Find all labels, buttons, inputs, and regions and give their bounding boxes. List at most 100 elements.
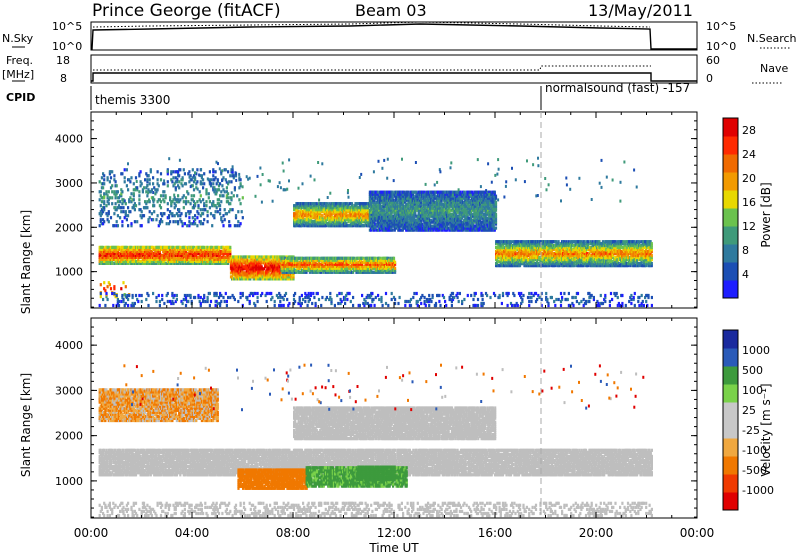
scatter-cell [159, 247, 163, 251]
scatter-cell [306, 206, 309, 210]
scatter-cell [153, 261, 156, 265]
scatter-cell [316, 268, 319, 272]
scatter-cell [269, 273, 272, 277]
scatter-cell [181, 257, 184, 261]
scatter-cell [330, 260, 333, 264]
scatter-cell [172, 259, 175, 263]
scatter-cell [312, 258, 315, 262]
scatter-cell [169, 247, 172, 251]
scatter-cell [195, 249, 198, 253]
scatter-cell [232, 263, 235, 267]
scatter-cell [370, 262, 373, 266]
scatter-cell [284, 275, 287, 279]
scatter-cell [375, 266, 378, 270]
scatter-cell [313, 270, 316, 274]
scatter-cell [216, 245, 219, 249]
scatter-cell [99, 259, 102, 263]
scatter-cell [321, 216, 324, 220]
scatter-cell [122, 255, 125, 259]
scatter-cell [249, 277, 252, 281]
scatter-cell [171, 247, 174, 251]
scatter-cell [294, 222, 297, 226]
scatter-cell [170, 261, 173, 265]
scatter-cell [361, 266, 364, 270]
scatter-cell [175, 247, 178, 251]
scatter-cell [323, 222, 326, 226]
scatter-cell [309, 266, 313, 270]
scatter-cell [98, 251, 101, 255]
scatter-cell [336, 258, 339, 262]
scatter-cell [341, 256, 344, 260]
scatter-cell [234, 267, 237, 271]
scatter-cell [103, 253, 106, 257]
scatter-cell [350, 266, 353, 270]
scatter-cell [145, 251, 148, 255]
scatter-cell [357, 270, 360, 274]
scatter-cell [252, 267, 255, 271]
scatter-cell [245, 271, 248, 275]
scatter-cell [191, 249, 194, 253]
scatter-cell [494, 226, 498, 230]
scatter-cell [341, 262, 344, 266]
scatter-cell [229, 251, 232, 255]
scatter-cell [237, 259, 240, 263]
scatter-cell [213, 255, 216, 259]
scatter-cell [120, 253, 123, 257]
scatter-cell [322, 218, 325, 222]
scatter-cell [254, 275, 258, 279]
scatter-cell [282, 264, 285, 268]
scatter-cell [291, 266, 294, 270]
scatter-cell [188, 261, 191, 265]
scatter-cell [313, 256, 316, 260]
scatter-cell [234, 261, 237, 265]
scatter-cell [140, 255, 143, 259]
scatter-cell [157, 253, 160, 257]
scatter-cell [313, 264, 316, 268]
scatter-cell [103, 255, 106, 259]
scatter-cell [236, 255, 239, 259]
scatter-cell [330, 222, 333, 226]
scatter-cell [310, 206, 313, 210]
scatter-cell [103, 257, 106, 261]
scatter-cell [261, 277, 264, 281]
scatter-cell [345, 222, 348, 226]
scatter-cell [115, 259, 118, 263]
scatter-cell [344, 208, 347, 212]
scatter-cell [163, 255, 166, 259]
scatter-cell [172, 249, 175, 253]
scatter-cell [267, 271, 270, 275]
scatter-cell [98, 261, 101, 265]
scatter-cell [191, 261, 194, 265]
scatter-cell [295, 264, 298, 268]
scatter-cell [316, 262, 319, 266]
scatter-cell [100, 261, 103, 265]
scatter-cell [222, 245, 225, 249]
scatter-cell [320, 204, 323, 208]
scatter-cell [260, 261, 263, 265]
scatter-cell [239, 267, 242, 271]
scatter-cell [220, 261, 223, 265]
scatter-cell [115, 247, 118, 251]
scatter-cell [237, 255, 240, 259]
scatter-cell [316, 270, 319, 274]
scatter-cell [315, 210, 318, 214]
scatter-cell [187, 253, 190, 257]
scatter-cell [149, 261, 152, 265]
scatter-cell [155, 251, 158, 255]
scatter-cell [310, 202, 313, 206]
scatter-cell [266, 269, 269, 273]
scatter-cell [373, 266, 376, 270]
scatter-cell [266, 265, 269, 269]
scatter-cell [295, 258, 298, 262]
scatter-cell [253, 259, 256, 263]
scatter-cell [338, 270, 341, 274]
scatter-cell [266, 257, 269, 261]
scatter-cell [246, 277, 250, 281]
scatter-cell [133, 257, 136, 261]
scatter-cell [302, 258, 305, 262]
scatter-cell [315, 218, 318, 222]
scatter-cell [145, 249, 148, 253]
scatter-cell [191, 245, 194, 249]
scatter-cell [379, 260, 382, 264]
scatter-cell [379, 270, 382, 274]
